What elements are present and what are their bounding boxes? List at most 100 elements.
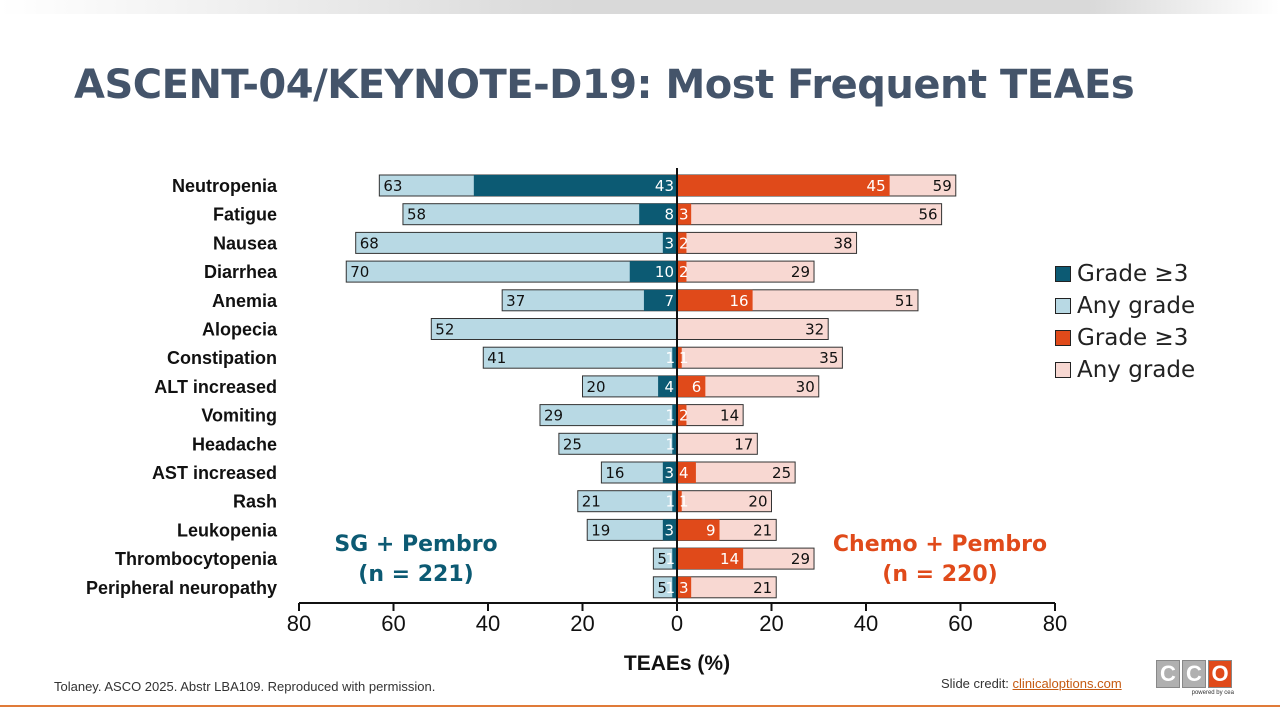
data-label-left-grade3: 3 <box>664 464 674 482</box>
data-label-left-any: 58 <box>407 206 426 224</box>
data-label-left-grade3: 10 <box>655 263 674 281</box>
bar-left-grade3 <box>639 203 677 225</box>
bar-right-any-grade <box>676 203 943 226</box>
data-label-right-any: 56 <box>919 206 938 224</box>
data-label-left-any: 52 <box>435 321 454 339</box>
data-label-left-any: 16 <box>605 464 624 482</box>
data-label-right-grade3: 6 <box>692 378 702 396</box>
bar-left-grade3 <box>662 462 677 483</box>
legend-item: Any grade <box>1055 290 1195 322</box>
legend-swatch <box>1055 298 1071 314</box>
left-group-name: SG + Pembro <box>334 532 498 557</box>
x-tick-label: 60 <box>948 611 972 636</box>
bar-right-grade3 <box>677 490 682 512</box>
slide-credit-prefix: Slide credit: <box>941 676 1013 691</box>
category-label: Thrombocytopenia <box>115 549 278 569</box>
data-label-left-any: 20 <box>587 378 606 396</box>
data-label-right-grade3: 9 <box>706 521 716 539</box>
data-label-right-grade3: 3 <box>679 579 689 597</box>
data-label-right-grade3: 2 <box>679 234 689 252</box>
data-label-right-any: 29 <box>791 263 810 281</box>
left-group-label: SG + Pembro (n = 221) <box>316 530 516 590</box>
data-label-left-grade3: 1 <box>665 435 675 453</box>
bar-right-grade3 <box>677 232 687 254</box>
bar-left-any-grade <box>355 231 678 254</box>
bar-left-grade3 <box>643 289 677 311</box>
bar-left-grade3 <box>672 548 677 570</box>
logo-subtitle: powered by cea <box>1191 690 1234 696</box>
data-label-right-grade3: 45 <box>867 177 886 195</box>
data-label-right-any: 38 <box>833 234 852 252</box>
data-label-right-any: 25 <box>772 464 791 482</box>
data-label-right-grade3: 2 <box>679 263 689 281</box>
slide-credit: Slide credit: clinicaloptions.com <box>941 676 1122 691</box>
top-gradient-bar <box>0 0 1280 14</box>
bar-right-grade3 <box>677 548 744 570</box>
bar-left-any-grade <box>402 203 678 226</box>
x-tick-label: 20 <box>759 611 783 636</box>
data-label-left-any: 70 <box>350 263 369 281</box>
data-label-left-grade3: 4 <box>664 378 674 396</box>
category-label: Rash <box>233 492 277 512</box>
bar-right-any-grade <box>676 346 843 369</box>
data-label-left-grade3: 7 <box>664 292 674 310</box>
data-label-right-any: 32 <box>805 321 824 339</box>
legend-item: Any grade <box>1055 354 1195 386</box>
data-label-left-any: 63 <box>383 177 402 195</box>
data-label-left-grade3: 1 <box>665 407 675 425</box>
citation: Tolaney. ASCO 2025. Abstr LBA109. Reprod… <box>54 679 436 694</box>
data-label-right-any: 20 <box>748 493 767 511</box>
category-label: ALT increased <box>154 377 277 397</box>
bar-left-any-grade <box>430 318 678 340</box>
bar-right-any-grade <box>676 231 858 254</box>
bar-left-grade3 <box>629 261 677 283</box>
cco-logo: C C O powered by cea <box>1156 660 1234 696</box>
category-label: Leukopenia <box>177 520 278 540</box>
data-label-left-any: 41 <box>487 349 506 367</box>
bar-left-any-grade <box>482 346 678 369</box>
data-label-right-grade3: 14 <box>720 550 739 568</box>
data-label-right-grade3: 1 <box>679 493 689 511</box>
x-tick-label: 20 <box>570 611 594 636</box>
bar-right-grade3 <box>677 175 890 196</box>
bar-left-grade3 <box>672 433 677 455</box>
data-label-left-grade3: 1 <box>665 349 675 367</box>
bar-left-grade3 <box>672 490 677 512</box>
bar-right-grade3 <box>677 289 753 311</box>
data-label-right-any: 21 <box>753 521 772 539</box>
category-label: Vomiting <box>201 406 277 426</box>
legend-label: Grade ≥3 <box>1077 325 1189 351</box>
bottom-accent-line <box>0 705 1280 707</box>
x-tick-label: 0 <box>671 611 683 636</box>
category-label: AST increased <box>152 463 277 483</box>
x-tick-label: 80 <box>1043 611 1067 636</box>
legend-swatch <box>1055 266 1071 282</box>
category-label: Fatigue <box>213 205 277 225</box>
x-tick-label: 40 <box>476 611 500 636</box>
data-label-right-grade3: 2 <box>679 407 689 425</box>
bar-left-grade3 <box>672 404 677 426</box>
legend-item: Grade ≥3 <box>1055 322 1195 354</box>
right-group-label: Chemo + Pembro (n = 220) <box>830 530 1050 590</box>
slide-title: ASCENT-04/KEYNOTE-D19: Most Frequent TEA… <box>74 62 1135 108</box>
category-label: Diarrhea <box>204 262 278 282</box>
data-label-right-grade3: 1 <box>679 349 689 367</box>
legend-label: Grade ≥3 <box>1077 261 1189 287</box>
data-label-left-grade3: 1 <box>665 550 675 568</box>
x-axis-title: TEAEs (%) <box>624 652 730 675</box>
bar-right-grade3 <box>677 462 696 483</box>
data-label-left-any: 5 <box>657 550 667 568</box>
data-label-left-any: 25 <box>563 435 582 453</box>
data-label-right-any: 14 <box>720 407 739 425</box>
data-label-left-grade3: 8 <box>664 206 674 224</box>
data-label-left-any: 5 <box>657 579 667 597</box>
data-label-right-any: 51 <box>895 292 914 310</box>
logo-letter: O <box>1208 660 1232 688</box>
data-label-right-any: 59 <box>933 177 952 195</box>
data-label-right-any: 35 <box>819 349 838 367</box>
data-label-right-any: 30 <box>796 378 815 396</box>
clinicaloptions-link[interactable]: clinicaloptions.com <box>1012 676 1122 691</box>
bar-left-grade3 <box>662 232 677 254</box>
bar-left-any-grade <box>345 260 678 283</box>
data-label-left-any: 19 <box>591 521 610 539</box>
